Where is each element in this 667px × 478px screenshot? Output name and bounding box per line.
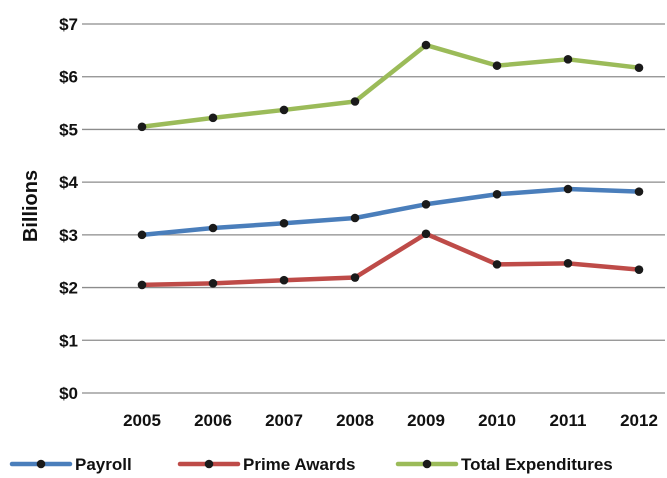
data-point: [279, 275, 289, 285]
y-tick-label: $4: [59, 173, 78, 192]
y-tick-label: $1: [59, 331, 78, 350]
gridlines: [82, 23, 665, 394]
data-point: [563, 259, 573, 268]
data-point: [634, 187, 644, 196]
data-point: [563, 55, 573, 64]
data-point: [350, 273, 360, 282]
y-tick-label: $3: [59, 226, 78, 245]
legend-item: Prime Awards: [177, 455, 355, 474]
x-tick-label: 2008: [336, 411, 374, 430]
y-tick-label: $2: [59, 279, 78, 298]
legend-label: Total Expenditures: [461, 455, 613, 474]
y-tick-label: $0: [59, 384, 78, 403]
x-axis-ticks: 2005 2006 2007 2008 2009 2010 2011 2012: [123, 411, 658, 430]
y-tick-label: $7: [59, 15, 78, 34]
series-prime-awards: [137, 229, 644, 290]
data-point: [421, 40, 431, 50]
data-point: [137, 280, 147, 290]
x-tick-label: 2006: [194, 411, 232, 430]
x-tick-label: 2005: [123, 411, 161, 430]
data-point: [350, 97, 360, 106]
data-point: [634, 265, 644, 274]
series-line: [139, 42, 642, 130]
data-point: [137, 122, 147, 132]
data-point: [208, 279, 218, 288]
data-point: [137, 230, 147, 240]
y-axis-title: Billions: [20, 170, 42, 242]
data-point: [634, 63, 644, 73]
data-point: [492, 61, 502, 70]
x-tick-label: 2010: [478, 411, 516, 430]
series-total-expenditures: [137, 40, 644, 132]
data-point: [208, 223, 218, 233]
data-point: [279, 218, 289, 228]
y-tick-label: $5: [59, 120, 78, 139]
legend-marker: [36, 459, 46, 469]
data-point: [492, 189, 502, 199]
data-point: [421, 229, 431, 239]
y-tick-label: $6: [59, 68, 78, 87]
legend-label: Prime Awards: [243, 455, 355, 474]
series-line: [139, 186, 642, 238]
x-tick-label: 2009: [407, 411, 445, 430]
series-payroll: [137, 184, 644, 240]
data-point: [279, 105, 289, 115]
legend-label: Payroll: [75, 455, 132, 474]
series-lines: [137, 40, 644, 290]
legend-item: Total Expenditures: [395, 455, 613, 474]
legend-item: Payroll: [9, 455, 132, 474]
x-tick-label: 2012: [620, 411, 658, 430]
data-point: [208, 113, 218, 123]
legend: Payroll Prime Awards Total Expenditures: [9, 455, 613, 474]
y-axis-ticks: $0 $1 $2 $3 $4 $5 $6 $7: [59, 15, 78, 403]
data-point: [350, 213, 360, 223]
legend-marker: [204, 459, 214, 469]
data-point: [421, 199, 431, 209]
data-point: [492, 260, 502, 269]
x-tick-label: 2011: [550, 411, 587, 430]
data-point: [563, 184, 573, 194]
x-tick-label: 2007: [265, 411, 303, 430]
legend-marker: [422, 459, 432, 469]
series-line: [139, 231, 642, 288]
